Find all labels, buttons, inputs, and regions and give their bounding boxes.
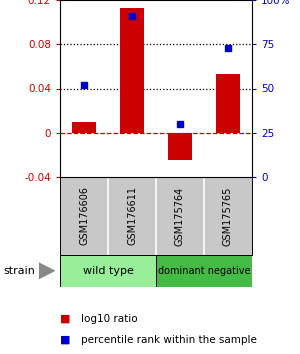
Text: GSM176606: GSM176606 [79, 187, 89, 245]
Text: GSM175765: GSM175765 [223, 186, 233, 246]
Text: ■: ■ [60, 335, 70, 345]
Bar [168, 133, 192, 160]
Text: wild type: wild type [82, 266, 134, 276]
Bar [120, 8, 144, 133]
Bar [156, 255, 252, 287]
Text: ■: ■ [60, 314, 70, 324]
Text: percentile rank within the sample: percentile rank within the sample [81, 335, 257, 345]
Bar [216, 74, 240, 133]
Text: dominant negative: dominant negative [158, 266, 250, 276]
Text: GSM175764: GSM175764 [175, 186, 185, 246]
Text: log10 ratio: log10 ratio [81, 314, 138, 324]
Text: strain: strain [3, 266, 35, 276]
Bar [60, 255, 156, 287]
Bar [72, 122, 96, 133]
Text: GSM176611: GSM176611 [127, 187, 137, 245]
Polygon shape [39, 262, 56, 279]
